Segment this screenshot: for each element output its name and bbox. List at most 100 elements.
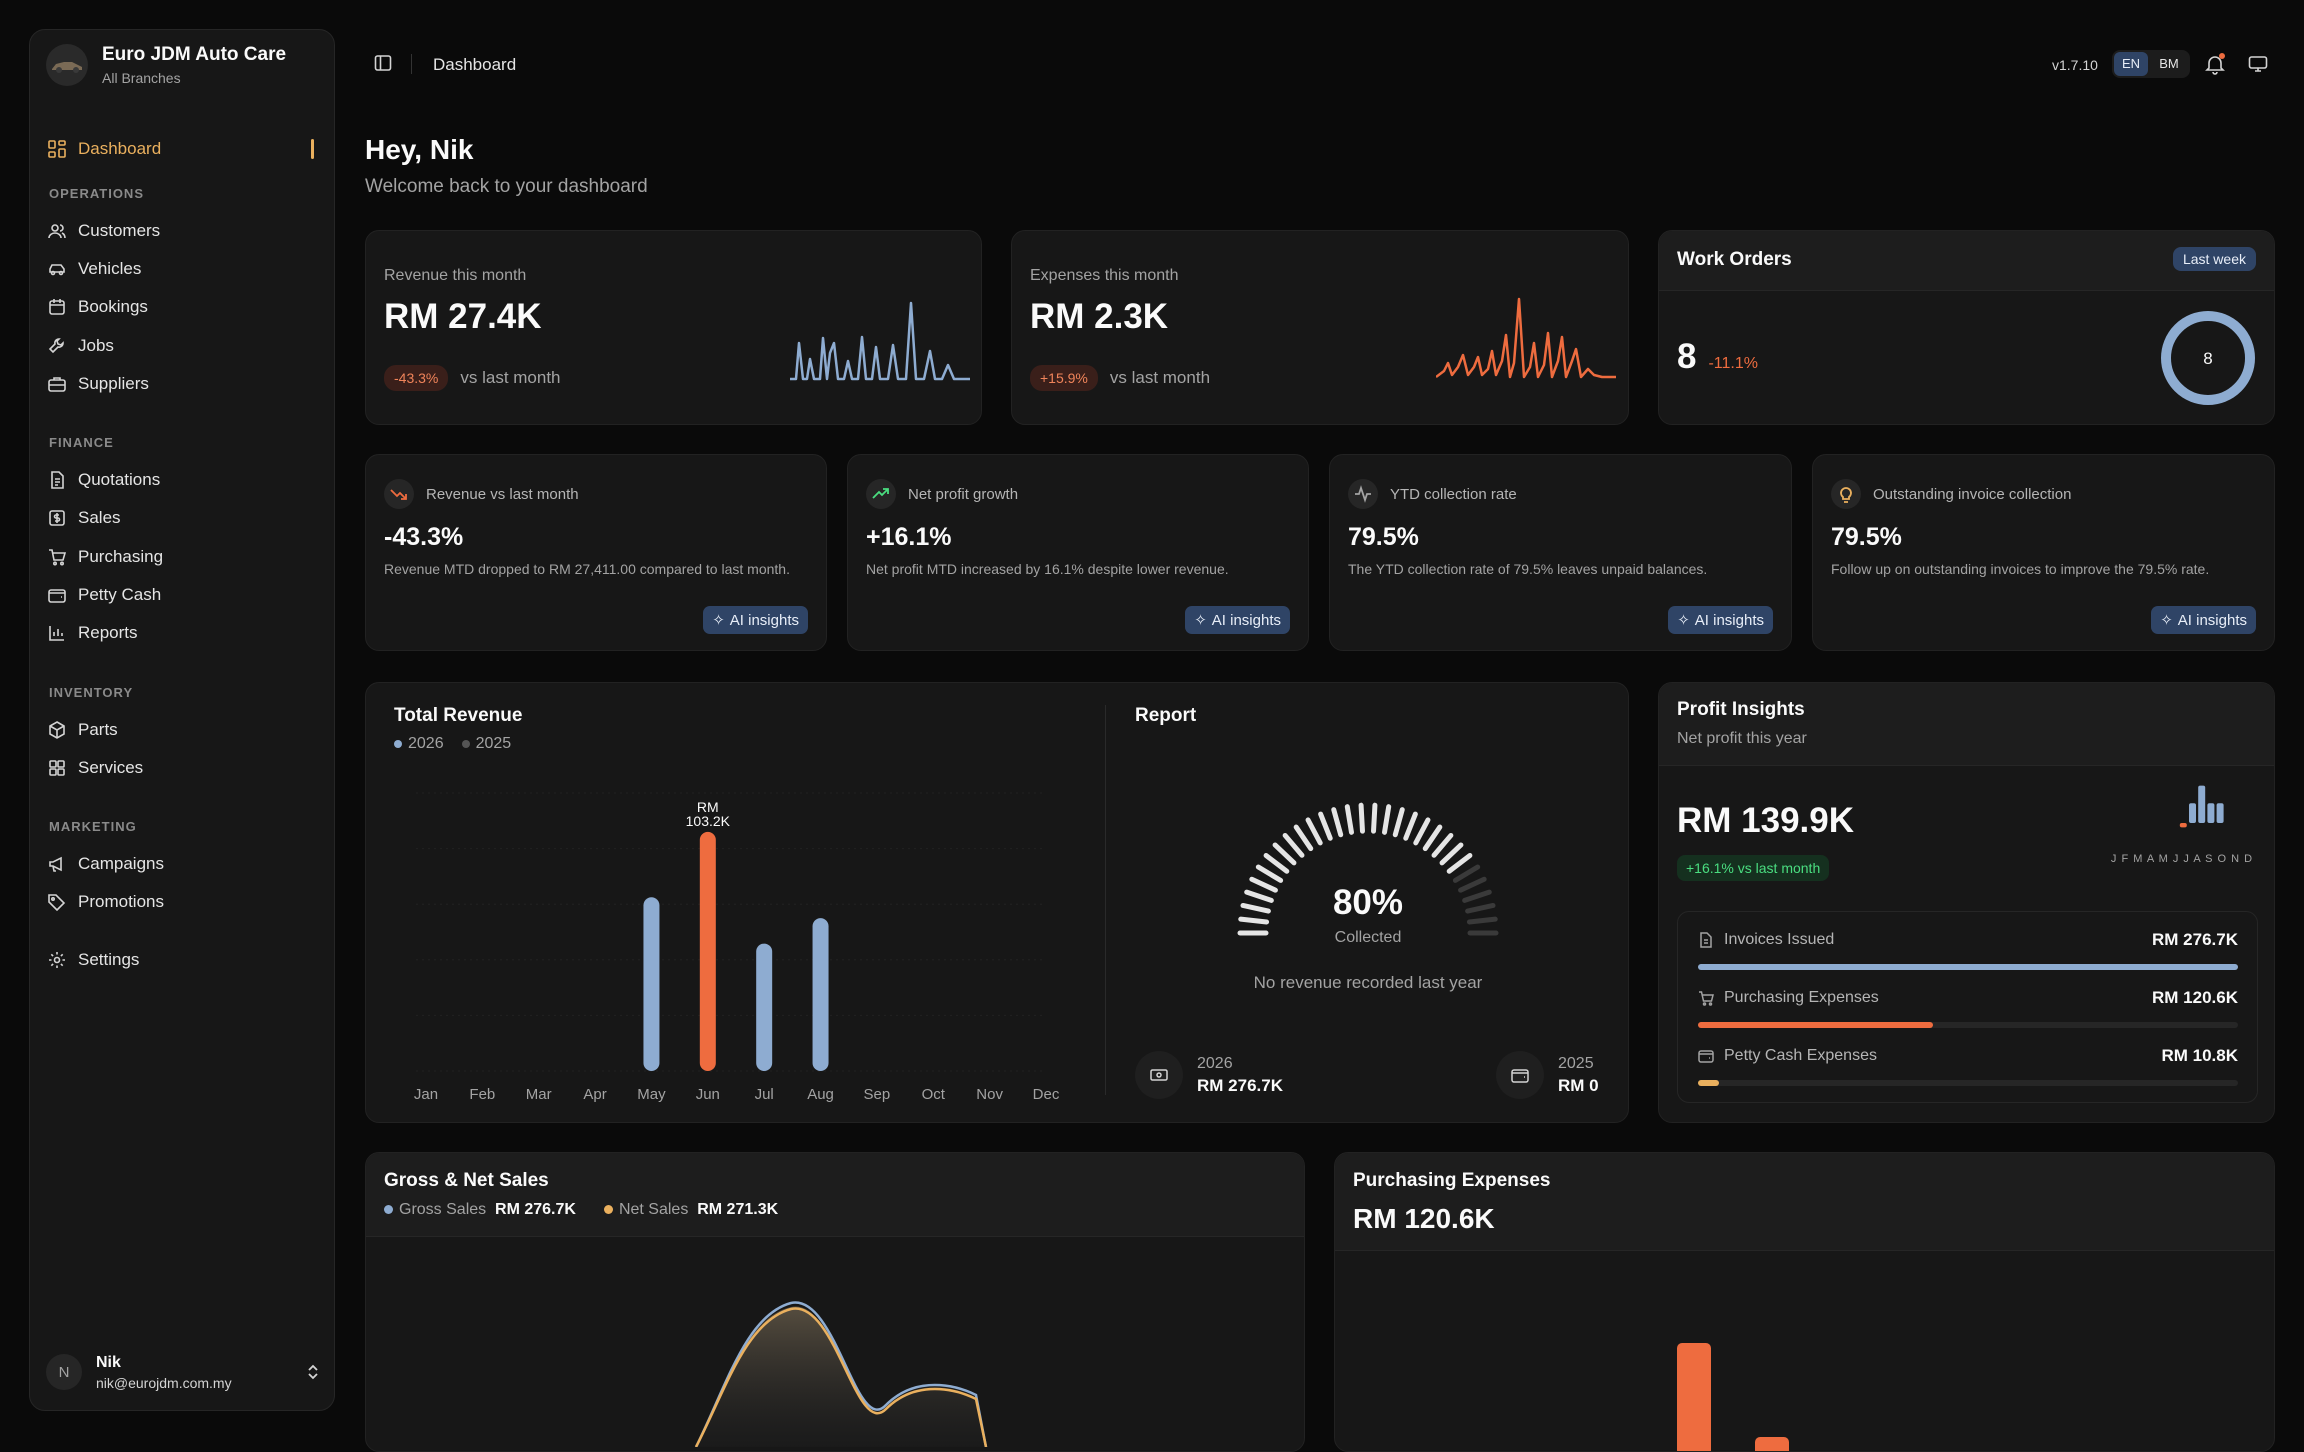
work-orders-count: 8 [1677, 337, 1697, 376]
display-button[interactable] [2248, 54, 2268, 74]
revenue-bar-jul[interactable] [756, 943, 773, 1071]
ai-insights-button[interactable]: ✧ AI insights [2151, 606, 2256, 634]
period-badge[interactable]: Last week [2172, 247, 2256, 271]
sidebar-item-settings[interactable]: Settings [48, 944, 324, 976]
ai-insights-button[interactable]: ✧ AI insights [703, 606, 808, 634]
wallet-icon [48, 589, 66, 603]
x-tick-label: Nov [976, 1086, 1003, 1103]
expenses-label: Expenses this month [1030, 267, 1179, 284]
sparkles-icon: ✧ [2160, 612, 2173, 629]
trending-up-icon [872, 488, 889, 499]
sidebar-toggle-icon [374, 55, 392, 71]
nav-section-operations: OPERATIONS [49, 186, 144, 201]
sales-area [696, 1306, 986, 1447]
profit-breakdown: Invoices Issued RM 276.7K Purchasing Exp… [1677, 911, 2258, 1103]
sidebar-item-label: Bookings [78, 297, 148, 316]
breakdown-value: RM 276.7K [2152, 930, 2238, 949]
bell-icon [2205, 53, 2225, 75]
sidebar-item-jobs[interactable]: Jobs [48, 330, 324, 362]
user-menu[interactable]: N Nik nik@eurojdm.com.my [46, 1350, 320, 1394]
sidebar-item-customers[interactable]: Customers [48, 215, 324, 247]
gauge-tick [1439, 842, 1464, 866]
user-email: nik@eurojdm.com.my [96, 1374, 232, 1391]
sidebar-item-services[interactable]: Services [48, 752, 324, 784]
sidebar-item-vehicles[interactable]: Vehicles [48, 253, 324, 285]
calendar-icon [49, 299, 65, 315]
file-text-icon [51, 471, 64, 489]
sparkles-icon: ✧ [712, 612, 725, 629]
wrench-icon [48, 338, 64, 354]
sidebar-item-label: Promotions [78, 892, 164, 911]
users-icon [48, 224, 66, 239]
dollar-square-icon [49, 510, 65, 526]
brand-switcher[interactable]: Euro JDM Auto Care All Branches [46, 44, 286, 86]
notifications-button[interactable] [2204, 53, 2226, 75]
lang-bm-button[interactable]: BM [2159, 56, 2179, 71]
wallet-icon [1511, 1069, 1529, 1083]
insight-card: Outstanding invoice collection 79.5% Fol… [1812, 454, 2275, 651]
gauge-tick [1382, 804, 1392, 835]
report-note: No revenue recorded last year [1253, 973, 1483, 992]
chevrons-up-down-icon [308, 1364, 318, 1380]
sidebar-item-petty-cash[interactable]: Petty Cash [48, 579, 324, 611]
report-2026-value: RM 276.7K [1197, 1075, 1283, 1095]
insight-card: Revenue vs last month -43.3% Revenue MTD… [365, 454, 827, 651]
lang-en-button[interactable]: EN [2114, 52, 2148, 76]
gauge-tick [1240, 902, 1271, 914]
gauge-tick [1465, 902, 1496, 914]
profit-mini-bar [2207, 803, 2215, 823]
sidebar-item-bookings[interactable]: Bookings [48, 291, 324, 323]
purchasing-bar [1677, 1343, 1711, 1451]
revenue-bar-aug[interactable] [812, 918, 829, 1071]
monitor-icon [2248, 56, 2268, 72]
report-2026-label: 2026 [1197, 1054, 1233, 1072]
brand-name: Euro JDM Auto Care [102, 44, 287, 65]
gauge-tick [1462, 889, 1492, 903]
topbar: Dashboard v1.7.10 EN BM [366, 48, 2276, 80]
sidebar-item-promotions[interactable]: Promotions [48, 886, 324, 918]
megaphone-icon [49, 856, 62, 872]
gauge-tick [1371, 802, 1378, 834]
nav-section-finance: FINANCE [49, 435, 114, 450]
language-switcher: EN BM [2112, 50, 2190, 78]
report-title: Report [1135, 705, 1197, 726]
sidebar-item-quotations[interactable]: Quotations [48, 464, 324, 496]
trending-down-icon [390, 489, 407, 500]
revenue-bar-may[interactable] [643, 897, 660, 1071]
sidebar-item-label: Services [78, 758, 144, 777]
sidebar-item-campaigns[interactable]: Campaigns [48, 848, 324, 880]
sidebar-item-parts[interactable]: Parts [48, 714, 324, 746]
sidebar-item-dashboard[interactable]: Dashboard [48, 133, 324, 165]
sidebar-item-label: Quotations [78, 470, 161, 489]
sidebar-item-sales[interactable]: Sales [48, 502, 324, 534]
ai-insights-button[interactable]: ✧ AI insights [1668, 606, 1773, 634]
sidebar-item-reports[interactable]: Reports [48, 617, 324, 649]
gauge-tick [1293, 824, 1314, 852]
work-orders-ring: 8 [2161, 311, 2255, 405]
profit-mini-bar [2189, 803, 2196, 823]
profit-title: Profit Insights [1677, 699, 1805, 720]
revenue-bar-jun[interactable] [699, 831, 716, 1071]
sidebar-toggle-button[interactable] [374, 54, 392, 72]
revenue-compare: vs last month [460, 368, 561, 387]
sidebar-item-suppliers[interactable]: Suppliers [48, 368, 324, 400]
insight-card: YTD collection rate 79.5% The YTD collec… [1329, 454, 1792, 651]
ai-insights-button[interactable]: ✧ AI insights [1185, 606, 1290, 634]
gauge-tick [1422, 824, 1443, 852]
sidebar-item-purchasing[interactable]: Purchasing [48, 541, 324, 573]
avatar: N [46, 1354, 82, 1390]
expenses-sparkline [1436, 297, 1616, 379]
breakdown-row: Invoices Issued RM 276.7K [1698, 930, 2238, 950]
breakdown-row: Petty Cash Expenses RM 10.8K [1698, 1046, 2238, 1066]
work-orders-title: Work Orders [1677, 249, 1792, 270]
breakdown-label: Purchasing Expenses [1724, 989, 1879, 1006]
purchasing-expenses-card: Purchasing Expenses RM 120.6K [1334, 1152, 2275, 1452]
insight-description: Net profit MTD increased by 16.1% despit… [866, 561, 1229, 577]
gauge-tick [1305, 817, 1323, 846]
gauge-tick [1413, 817, 1431, 846]
gross-net-legend: Gross Sales RM 276.7K Net Sales RM 271.3… [384, 1201, 778, 1219]
breakdown-row: Purchasing Expenses RM 120.6K [1698, 988, 2238, 1008]
purchasing-value: RM 120.6K [1353, 1203, 1495, 1234]
gauge-percent: 80% [1332, 883, 1404, 922]
total-revenue-legend: 2026 2025 [394, 735, 511, 753]
